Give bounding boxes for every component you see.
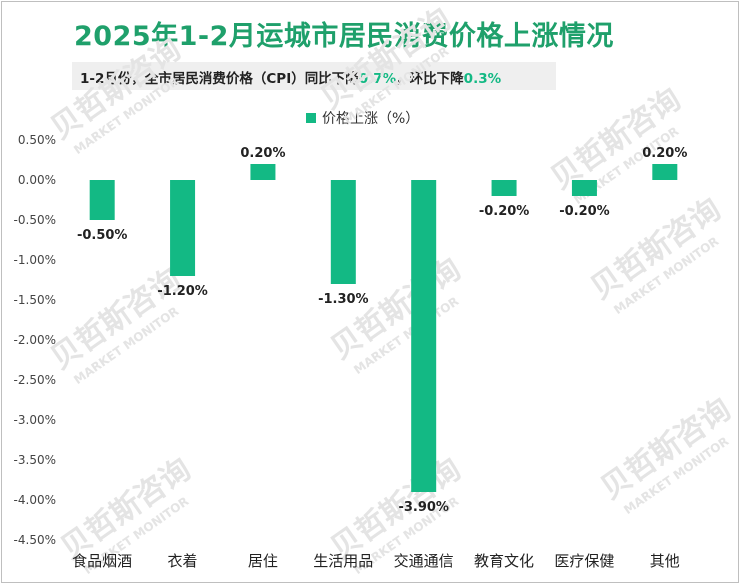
bar: [330, 180, 356, 284]
subtitle-prefix: 1-2月份，全市居民消费价格（CPI）同比下降: [80, 71, 359, 87]
data-labels: -0.50% -1.20% 0.20% -1.30% -3.90% -0.20% -0.20…: [77, 146, 687, 515]
category-label: 医疗保健: [554, 552, 614, 570]
category-label: 食品烟酒: [72, 552, 132, 570]
legend-label: 价格上涨（%）: [322, 111, 420, 127]
data-label: -0.20%: [479, 204, 530, 219]
data-label: -3.90%: [398, 500, 449, 515]
y-tick-label: -1.00%: [14, 253, 56, 267]
y-tick-label: 0.50%: [18, 133, 56, 147]
bar: [89, 180, 115, 220]
bar: [250, 164, 276, 180]
category-label: 居住: [248, 552, 278, 570]
bar: [571, 180, 597, 196]
bar: [491, 180, 517, 196]
bars: [89, 164, 678, 492]
subtitle-box: 1-2月份，全市居民消费价格（CPI）同比下降0.7%，环比下降0.3%: [72, 62, 556, 90]
y-tick-label: -4.50%: [14, 533, 56, 547]
y-tick-label: -0.50%: [14, 213, 56, 227]
category-labels: 食品烟酒 衣着 居住 生活用品 交通通信 教育文化 医疗保健 其他: [72, 552, 680, 570]
bar: [652, 164, 678, 180]
data-label: -0.20%: [559, 204, 610, 219]
y-axis: 0.50% 0.00% -0.50% -1.00% -1.50% -2.00% -2.50%…: [14, 133, 56, 547]
subtitle-middle: ，环比下降: [396, 71, 464, 87]
legend-swatch: [306, 113, 316, 123]
bar: [170, 180, 196, 276]
category-label: 交通通信: [394, 552, 454, 570]
bar: [411, 180, 437, 492]
data-label: 0.20%: [642, 146, 687, 161]
y-tick-label: -4.00%: [14, 493, 56, 507]
subtitle-mom-value: 0.3%: [463, 71, 502, 87]
data-label: -1.20%: [157, 284, 208, 299]
y-tick-label: -3.50%: [14, 453, 56, 467]
y-tick-label: 0.00%: [18, 173, 56, 187]
y-tick-label: -2.00%: [14, 333, 56, 347]
y-tick-label: -3.00%: [14, 413, 56, 427]
data-label: 0.20%: [240, 146, 285, 161]
category-label: 生活用品: [313, 552, 373, 570]
y-tick-label: -2.50%: [14, 373, 56, 387]
category-label: 教育文化: [474, 552, 534, 570]
data-label: -1.30%: [318, 292, 369, 307]
subtitle-yoy-value: 0.7%: [358, 71, 397, 87]
category-label: 其他: [650, 552, 680, 570]
category-label: 衣着: [168, 552, 198, 570]
y-tick-label: -1.50%: [14, 293, 56, 307]
legend: 价格上涨（%）: [306, 108, 419, 128]
chart-title: 2025年1-2月运城市居民消费价格上涨情况: [74, 21, 614, 52]
data-label: -0.50%: [77, 228, 128, 243]
